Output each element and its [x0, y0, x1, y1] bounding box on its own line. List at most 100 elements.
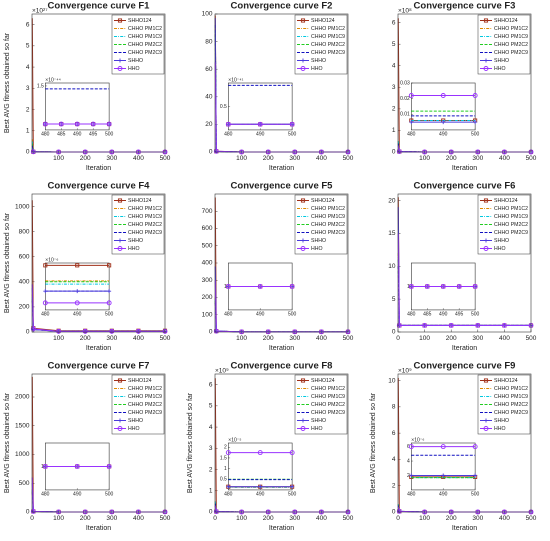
- x-tick-label: 100: [53, 515, 64, 522]
- inset-x-tick-label: 490: [439, 492, 448, 498]
- x-tick-label: 400: [133, 155, 144, 162]
- inset-x-tick-label: 500: [288, 132, 297, 138]
- y-tick-label: 600: [19, 253, 30, 260]
- marker: [300, 426, 306, 431]
- y-tick-label: 3: [209, 445, 213, 452]
- marker: [257, 450, 263, 456]
- y-tick-label: 5: [392, 296, 396, 303]
- x-tick-label: 400: [499, 155, 510, 162]
- legend-label: CHHO PM1C2: [494, 386, 528, 392]
- marker: [118, 418, 122, 423]
- legend-label: CHHO PM1C2: [311, 206, 345, 212]
- inset-y-tick-label: 0.03: [400, 80, 410, 86]
- marker: [117, 66, 123, 71]
- x-tick-label: 400: [133, 335, 144, 342]
- inset-y-tick-label: 2: [407, 473, 410, 479]
- axis-exponent: ×10⁹: [215, 368, 229, 375]
- inset-x-tick-label: 500: [288, 492, 297, 498]
- chart-title: Convergence curve F8: [231, 361, 333, 372]
- legend-label: CHHO PM1C9: [128, 34, 162, 40]
- inset-x-tick-label: 490: [439, 132, 448, 138]
- marker: [56, 328, 62, 334]
- y-tick-label: 40: [205, 94, 213, 101]
- chart-title: Convergence curve F1: [48, 1, 151, 12]
- x-tick-label: 200: [263, 335, 274, 342]
- marker: [257, 121, 263, 127]
- marker: [74, 300, 80, 306]
- marker: [82, 328, 88, 334]
- inset-box: [228, 442, 293, 491]
- y-tick-label: 6: [26, 21, 30, 28]
- legend-label: CHHO PM1C2: [128, 386, 162, 392]
- chart-title: Convergence curve F4: [48, 181, 151, 192]
- x-tick-label: 300: [106, 335, 117, 342]
- y-tick-label: 1000: [15, 203, 30, 210]
- marker: [74, 464, 80, 469]
- legend-label: CHHO PM2C9: [128, 50, 162, 56]
- inset-y-tick-label: 0.5: [220, 104, 227, 110]
- y-tick-label: 2: [26, 106, 30, 113]
- inset-y-tick-label: 1: [407, 284, 410, 290]
- inset-x-tick-label: 490: [73, 492, 82, 498]
- marker: [409, 120, 414, 125]
- x-tick-label: 0: [396, 335, 400, 342]
- legend-label: CHHO PM2C9: [494, 410, 528, 416]
- marker: [484, 238, 488, 243]
- x-tick-label: 500: [526, 335, 537, 342]
- y-axis-label: Best AVG fitness obtained so far: [187, 392, 194, 493]
- y-tick-label: 400: [19, 279, 30, 286]
- y-tick-label: 0: [209, 329, 213, 336]
- x-tick-label: 300: [106, 515, 117, 522]
- x-tick-label: 300: [472, 515, 483, 522]
- legend-label: SHHO: [128, 418, 143, 424]
- x-tick-label: 100: [419, 515, 430, 522]
- marker: [75, 263, 80, 268]
- marker: [225, 121, 231, 127]
- marker: [409, 473, 414, 478]
- marker: [448, 322, 454, 328]
- legend-label: CHHO PM2C2: [311, 402, 345, 408]
- chart-title: Convergence curve F6: [414, 181, 516, 192]
- inset-exponent: ×10⁻⁴¹: [228, 77, 243, 83]
- y-tick-label: 0: [26, 329, 30, 336]
- x-tick-label: 0: [213, 515, 217, 522]
- plot-frame: [214, 13, 349, 153]
- y-axis-label: Best AVG fitness obtained so far: [370, 392, 377, 493]
- inset-x-tick-label: 495: [455, 312, 464, 318]
- marker: [106, 300, 112, 306]
- marker: [456, 284, 462, 289]
- plot-frame: [397, 13, 532, 153]
- legend-label: SHHO: [311, 418, 326, 424]
- legend-label: CHHO PM1C9: [494, 214, 528, 220]
- y-tick-label: 1: [209, 487, 213, 494]
- y-tick-label: 1: [26, 127, 30, 134]
- legend-label: HHO: [128, 66, 140, 72]
- x-tick-label: 100: [53, 335, 64, 342]
- y-tick-label: 3: [26, 85, 30, 92]
- y-tick-label: 1000: [15, 451, 30, 458]
- x-tick-label: 100: [236, 155, 247, 162]
- marker: [483, 426, 489, 431]
- marker: [300, 246, 306, 251]
- marker: [225, 450, 231, 456]
- x-tick-label: 200: [263, 515, 274, 522]
- x-tick-label: 200: [446, 335, 457, 342]
- y-tick-label: 500: [202, 242, 213, 249]
- y-tick-label: 5: [392, 41, 396, 48]
- y-tick-label: 200: [19, 304, 30, 311]
- plot-frame: [31, 13, 166, 153]
- marker: [483, 198, 489, 203]
- y-tick-label: 10: [388, 263, 396, 270]
- x-axis-label: Iteration: [452, 525, 477, 532]
- y-tick-label: 10: [388, 377, 396, 384]
- legend-label: CHHO PM2C2: [128, 222, 162, 228]
- inset-exponent: ×10⁻⁶: [45, 257, 58, 263]
- marker: [472, 284, 478, 289]
- marker: [396, 322, 402, 328]
- x-axis-label: Iteration: [269, 165, 294, 172]
- marker: [42, 121, 48, 127]
- x-tick-label: 500: [343, 155, 354, 162]
- marker: [75, 289, 80, 294]
- y-axis-label: Best AVG fitness obtained so far: [4, 32, 11, 133]
